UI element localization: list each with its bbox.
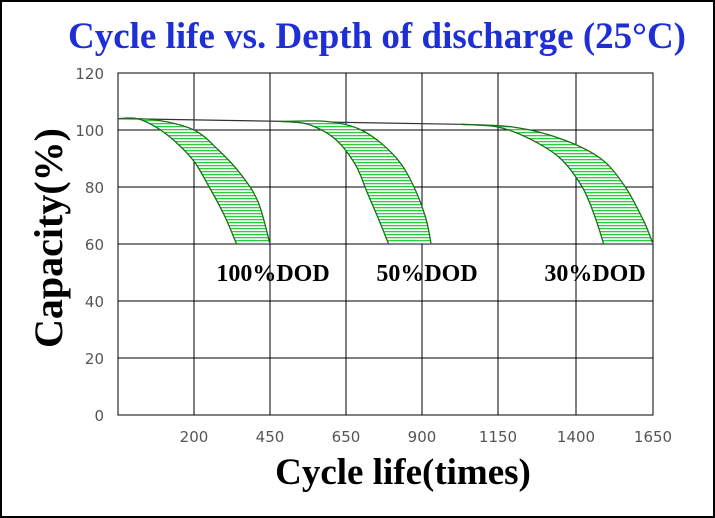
band-lower-edge-3 (461, 123, 605, 245)
x-tick-1400: 1400 (557, 428, 595, 446)
y-tick-80: 80 (85, 179, 104, 197)
band-fill-1 (118, 117, 270, 244)
band-label-1: 100%DOD (216, 261, 329, 287)
band-lower-edge-2 (281, 120, 390, 245)
y-tick-60: 60 (85, 236, 104, 254)
band-upper-edge-3 (461, 123, 654, 245)
band-fill-3 (461, 124, 653, 244)
band-fill-2 (281, 120, 432, 244)
bands (117, 117, 654, 245)
x-axis-title: Cycle life(times) (275, 452, 531, 493)
y-tick-120: 120 (75, 65, 104, 83)
band-upper-edge-1 (117, 117, 271, 245)
band-upper-edge-2 (281, 120, 432, 245)
y-tick-0: 0 (94, 407, 104, 425)
x-tick-900: 900 (408, 428, 437, 446)
x-tick-1150: 1150 (479, 428, 517, 446)
y-ticks: 0 20 40 60 80 100 120 (75, 65, 104, 425)
band-labels: 100%DOD 50%DOD 30%DOD (216, 261, 645, 287)
y-tick-20: 20 (85, 350, 104, 368)
band-label-3: 30%DOD (544, 261, 645, 287)
x-tick-200: 200 (180, 428, 209, 446)
y-axis-title: Capacity(%) (26, 128, 71, 348)
grid (117, 72, 654, 416)
x-ticks: 200 450 650 900 1150 1400 1650 (180, 428, 672, 446)
y-tick-40: 40 (85, 293, 104, 311)
x-tick-1650: 1650 (634, 428, 672, 446)
band-label-2: 50%DOD (376, 261, 477, 287)
y-tick-100: 100 (75, 122, 104, 140)
x-tick-450: 450 (256, 428, 285, 446)
chart-title: Cycle life vs. Depth of discharge (25°C) (68, 16, 686, 57)
x-tick-650: 650 (332, 428, 361, 446)
